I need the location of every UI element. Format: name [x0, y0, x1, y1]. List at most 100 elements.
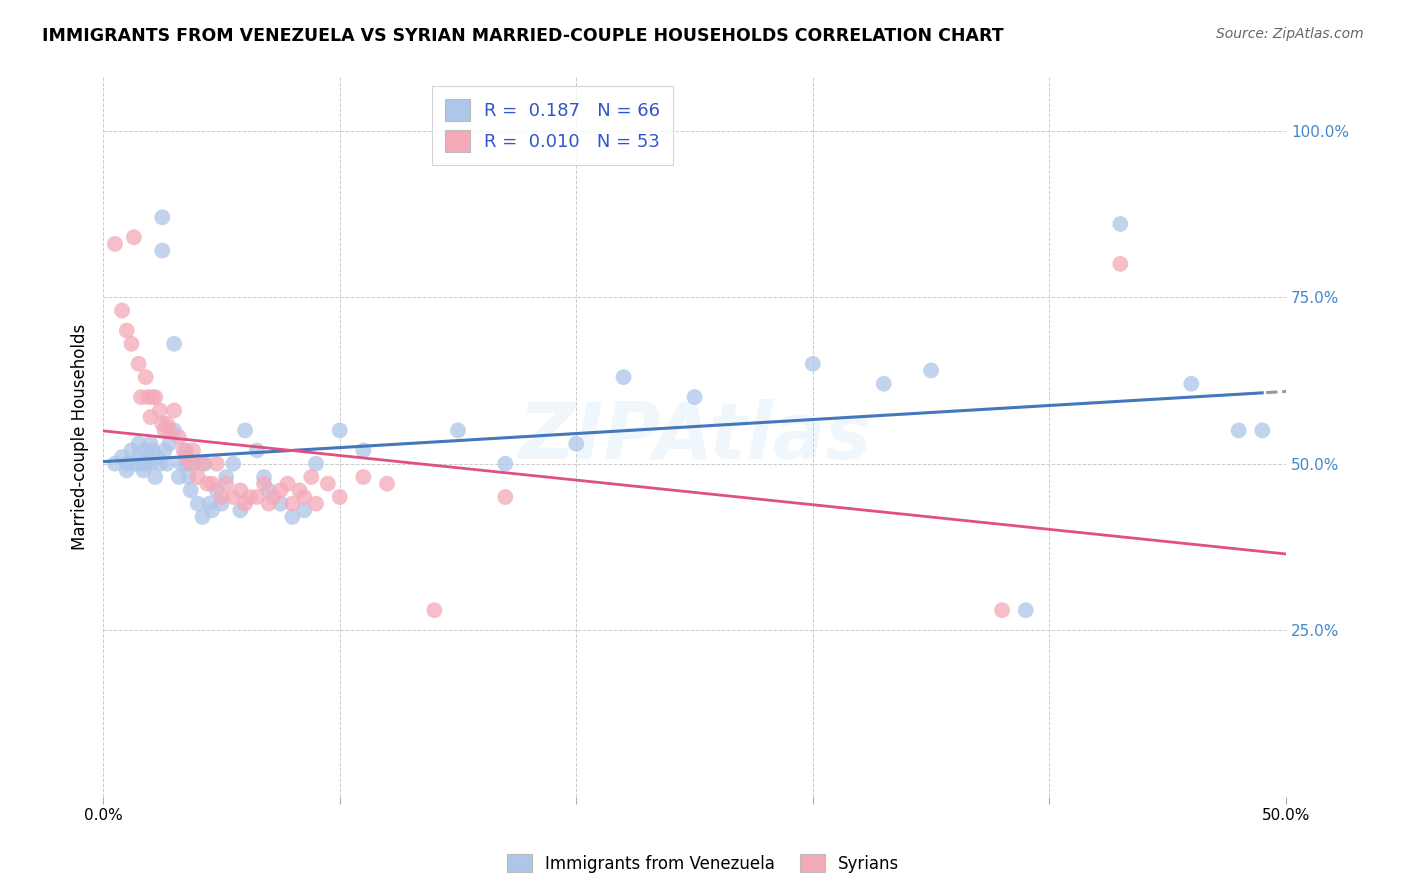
- Point: [150, 211, 173, 225]
- Point: [136, 390, 159, 404]
- Point: [222, 457, 245, 471]
- Point: [270, 483, 292, 498]
- Point: [181, 457, 204, 471]
- Point: [239, 490, 262, 504]
- Point: [233, 424, 256, 438]
- Point: [423, 603, 446, 617]
- Point: [157, 424, 180, 438]
- Point: [150, 417, 173, 431]
- Point: [229, 483, 252, 498]
- Point: [262, 490, 284, 504]
- Point: [191, 510, 214, 524]
- Point: [205, 457, 228, 471]
- Legend: Immigrants from Venezuela, Syrians: Immigrants from Venezuela, Syrians: [501, 847, 905, 880]
- Point: [143, 390, 166, 404]
- Point: [991, 603, 1014, 617]
- Point: [153, 424, 176, 438]
- Point: [375, 476, 398, 491]
- Point: [1227, 424, 1250, 438]
- Point: [683, 390, 706, 404]
- Point: [149, 457, 172, 471]
- Point: [292, 490, 315, 504]
- Point: [142, 390, 165, 404]
- Point: [149, 403, 172, 417]
- Point: [277, 476, 299, 491]
- Point: [150, 244, 173, 258]
- Point: [121, 336, 143, 351]
- Point: [299, 470, 322, 484]
- Point: [104, 236, 127, 251]
- Point: [136, 450, 159, 464]
- Point: [111, 303, 134, 318]
- Point: [329, 424, 352, 438]
- Point: [281, 510, 304, 524]
- Point: [253, 470, 276, 484]
- Point: [187, 497, 209, 511]
- Point: [129, 390, 152, 404]
- Point: [281, 497, 304, 511]
- Point: [316, 476, 339, 491]
- Point: [115, 457, 138, 471]
- Point: [209, 490, 232, 504]
- Point: [873, 376, 896, 391]
- Point: [128, 357, 150, 371]
- Point: [128, 436, 150, 450]
- Point: [205, 483, 228, 498]
- Point: [329, 490, 352, 504]
- Point: [352, 443, 374, 458]
- Point: [1180, 376, 1202, 391]
- Y-axis label: Married-couple Households: Married-couple Households: [72, 324, 89, 550]
- Point: [565, 436, 588, 450]
- Point: [194, 457, 217, 471]
- Point: [174, 457, 197, 471]
- Point: [111, 450, 134, 464]
- Point: [104, 457, 127, 471]
- Point: [122, 457, 145, 471]
- Point: [167, 430, 190, 444]
- Point: [174, 443, 197, 458]
- Point: [135, 457, 157, 471]
- Point: [229, 503, 252, 517]
- Point: [121, 443, 143, 458]
- Point: [246, 490, 269, 504]
- Point: [167, 470, 190, 484]
- Point: [115, 463, 138, 477]
- Point: [153, 443, 176, 458]
- Point: [494, 490, 516, 504]
- Text: IMMIGRANTS FROM VENEZUELA VS SYRIAN MARRIED-COUPLE HOUSEHOLDS CORRELATION CHART: IMMIGRANTS FROM VENEZUELA VS SYRIAN MARR…: [42, 27, 1004, 45]
- Point: [143, 470, 166, 484]
- Text: ZIPAtlas: ZIPAtlas: [517, 399, 872, 475]
- Point: [447, 424, 470, 438]
- Point: [352, 470, 374, 484]
- Point: [215, 476, 238, 491]
- Point: [135, 370, 157, 384]
- Point: [257, 497, 280, 511]
- Point: [187, 470, 209, 484]
- Point: [191, 457, 214, 471]
- Point: [305, 457, 328, 471]
- Point: [142, 443, 165, 458]
- Point: [173, 443, 195, 458]
- Point: [163, 403, 186, 417]
- Point: [174, 450, 197, 464]
- Point: [1251, 424, 1274, 438]
- Point: [246, 443, 269, 458]
- Point: [181, 443, 204, 458]
- Point: [198, 497, 221, 511]
- Point: [129, 457, 152, 471]
- Point: [157, 436, 180, 450]
- Point: [613, 370, 636, 384]
- Point: [139, 410, 162, 425]
- Point: [139, 457, 162, 471]
- Point: [195, 476, 218, 491]
- Point: [139, 436, 162, 450]
- Point: [180, 483, 202, 498]
- Point: [233, 497, 256, 511]
- Point: [201, 503, 224, 517]
- Point: [920, 363, 942, 377]
- Point: [253, 476, 276, 491]
- Point: [1109, 217, 1132, 231]
- Point: [1015, 603, 1038, 617]
- Point: [494, 457, 516, 471]
- Point: [135, 443, 157, 458]
